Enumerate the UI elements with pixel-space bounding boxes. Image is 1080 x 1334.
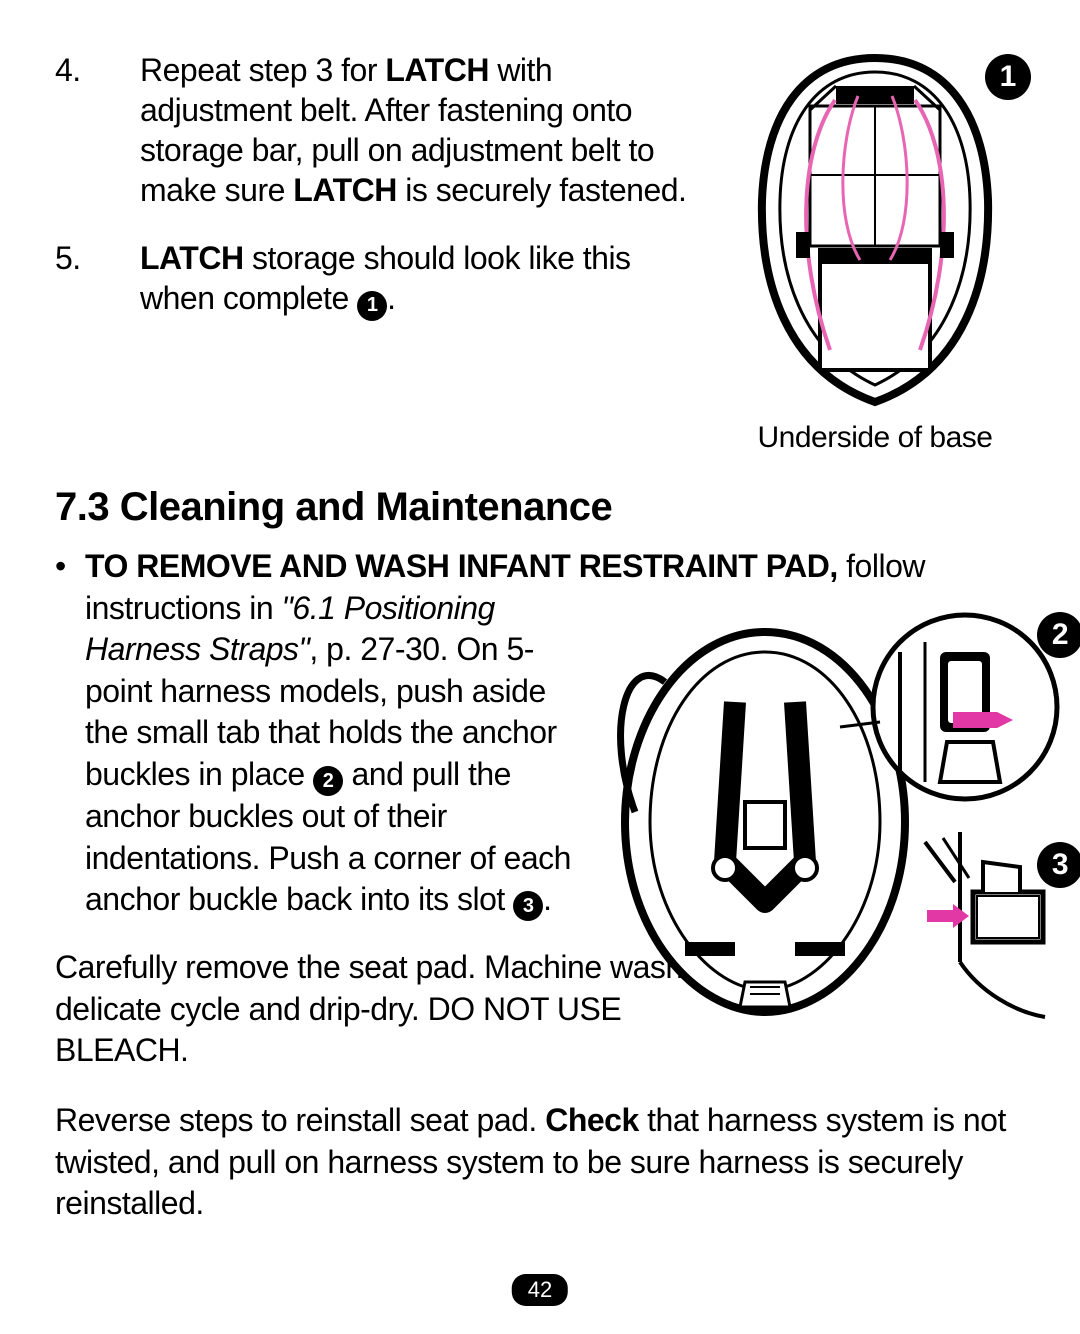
- figure-1-column: 1 Underside of base: [725, 50, 1025, 455]
- step-5: 5. LATCH storage should look like this w…: [55, 238, 705, 321]
- bold-latch: LATCH: [385, 52, 489, 88]
- section-heading-7-3: 7.3 Cleaning and Maintenance: [55, 485, 1025, 530]
- text: Reverse steps to reinstall seat pad.: [55, 1102, 545, 1138]
- callout-badge-3: 3: [1037, 842, 1080, 888]
- step-number: 5.: [55, 238, 140, 321]
- callout-ref-2-icon: 2: [313, 766, 343, 796]
- figure-1-caption: Underside of base: [725, 421, 1025, 455]
- underside-of-base-diagram: [740, 50, 1010, 410]
- page-number-badge: 42: [512, 1274, 568, 1306]
- text: .: [543, 881, 551, 917]
- callout-badge-2: 2: [1037, 612, 1080, 658]
- reinstall-instructions: Reverse steps to reinstall seat pad. Che…: [55, 1100, 1025, 1225]
- text: Repeat step 3 for: [140, 52, 385, 88]
- steps-text-column: 4. Repeat step 3 for LATCH with adjustme…: [55, 50, 705, 455]
- bold-heading: TO REMOVE AND WASH INFANT RESTRAINT PAD,: [85, 548, 838, 584]
- text: instructions in: [85, 590, 282, 626]
- wrapped-body-text: instructions in "6.1 Positioning Harness…: [85, 588, 575, 922]
- step-4: 4. Repeat step 3 for LATCH with adjustme…: [55, 50, 705, 210]
- callout-ref-3-icon: 3: [513, 891, 543, 921]
- seat-diagram: [595, 612, 1075, 1052]
- step-body: Repeat step 3 for LATCH with adjustment …: [140, 50, 705, 210]
- callout-ref-1-icon: 1: [357, 291, 387, 321]
- callout-badge-1: 1: [985, 54, 1031, 100]
- bold-latch: LATCH: [140, 240, 244, 276]
- cleaning-section: • TO REMOVE AND WASH INFANT RESTRAINT PA…: [55, 546, 1025, 1225]
- lead-text: TO REMOVE AND WASH INFANT RESTRAINT PAD,…: [85, 546, 925, 588]
- figure-2-3-group: 2 3: [595, 612, 1075, 1052]
- bold-check: Check: [545, 1102, 639, 1138]
- bullet-icon: •: [55, 546, 85, 588]
- latch-steps-section: 4. Repeat step 3 for LATCH with adjustme…: [55, 50, 1025, 455]
- text: follow: [838, 548, 925, 584]
- bullet-lead: • TO REMOVE AND WASH INFANT RESTRAINT PA…: [55, 546, 1025, 588]
- step-number: 4.: [55, 50, 140, 210]
- step-body: LATCH storage should look like this when…: [140, 238, 705, 321]
- text: is securely fastened.: [397, 172, 687, 208]
- text: .: [387, 280, 395, 316]
- bold-latch: LATCH: [293, 172, 397, 208]
